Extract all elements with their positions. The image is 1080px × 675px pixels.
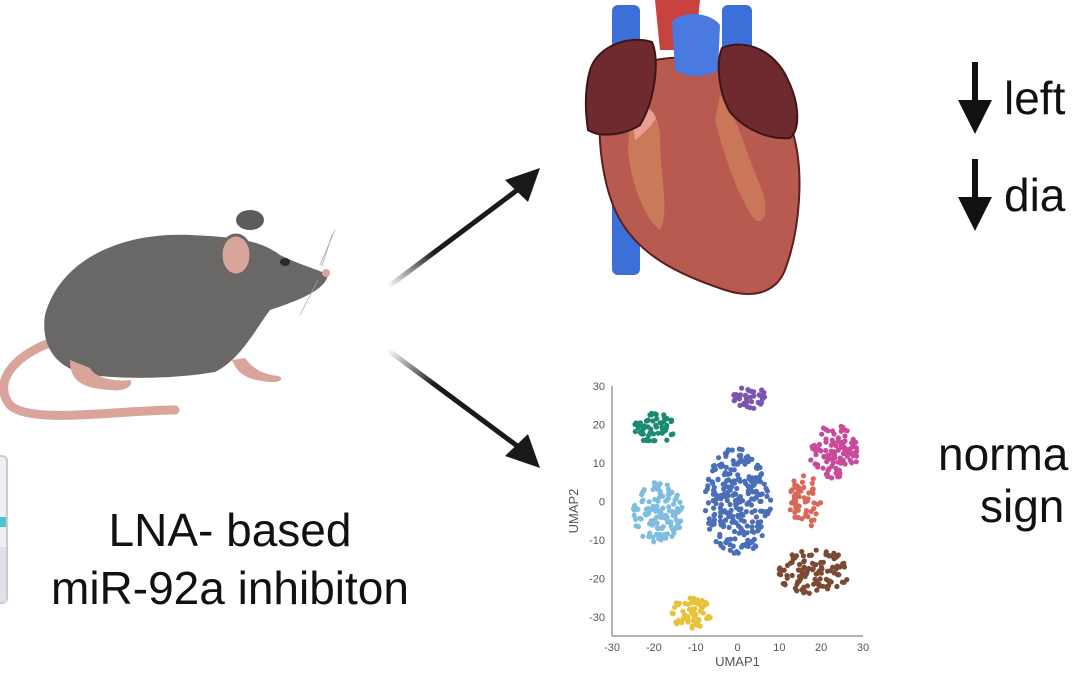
cardiac-outcomes: left dia bbox=[958, 62, 1080, 231]
x-tick-label: 30 bbox=[857, 642, 869, 654]
drug-vial bbox=[0, 455, 8, 604]
arrow-to-umap bbox=[386, 347, 540, 468]
caption-line-1: LNA- based bbox=[108, 504, 352, 556]
outcome-row-2: dia bbox=[958, 159, 1080, 231]
treatment-caption: LNA- based miR-92a inhibiton bbox=[10, 502, 450, 616]
transcriptomic-outcome: norma sign bbox=[938, 428, 1068, 532]
x-tick-label: 20 bbox=[815, 642, 827, 654]
mouse-body bbox=[44, 234, 328, 378]
cluster-lightblue bbox=[630, 480, 685, 545]
y-tick-label: 20 bbox=[593, 419, 605, 431]
mouse-hind-leg bbox=[70, 360, 132, 391]
arrow-to-heart bbox=[386, 168, 540, 289]
cluster-purple bbox=[731, 385, 768, 411]
x-tick-label: 0 bbox=[734, 642, 740, 654]
x-tick-label: 10 bbox=[773, 642, 785, 654]
x-tick-label: -20 bbox=[646, 642, 662, 654]
x-tick-label: -30 bbox=[604, 642, 620, 654]
mouse-whiskers bbox=[299, 229, 336, 316]
left-atrium bbox=[584, 38, 657, 136]
coronary-fat-right bbox=[715, 95, 766, 221]
cluster-blue bbox=[702, 446, 774, 556]
caption-line-2: miR-92a inhibiton bbox=[51, 562, 409, 614]
y-axis-label: UMAP2 bbox=[566, 489, 581, 534]
outcome-row-1: left bbox=[958, 62, 1080, 134]
y-tick-label: 30 bbox=[593, 381, 605, 393]
mouse-eye bbox=[280, 258, 290, 266]
cluster-magenta bbox=[808, 423, 860, 481]
down-arrow-icon bbox=[958, 159, 992, 231]
outcome-text-2: dia bbox=[1004, 169, 1066, 221]
pulmonary-artery bbox=[672, 14, 720, 77]
x-axis-label: UMAP1 bbox=[715, 654, 760, 669]
mouse-illustration bbox=[0, 210, 336, 420]
branch-arrows bbox=[386, 168, 540, 468]
outcome-text-1: left bbox=[1004, 72, 1066, 124]
vial-liquid bbox=[0, 547, 6, 602]
y-tick-label: -20 bbox=[589, 573, 605, 585]
mouse-tail bbox=[0, 335, 180, 420]
x-tick-label: -10 bbox=[688, 642, 704, 654]
right-atrium bbox=[717, 43, 799, 140]
cluster-teal bbox=[632, 410, 676, 444]
umap-points bbox=[630, 385, 860, 631]
cluster-brown bbox=[776, 547, 850, 596]
y-tick-label: 10 bbox=[593, 458, 605, 470]
umap-scatter-plot: -30 -20 -10 0 10 20 30 30 20 10 0 -10 -20 -30 UMAP1 UMA… bbox=[566, 381, 869, 669]
mouse-front-leg bbox=[232, 358, 282, 383]
y-tick-label: -30 bbox=[589, 612, 605, 624]
mouse-nose bbox=[322, 269, 330, 277]
y-tick-label: -10 bbox=[589, 535, 605, 547]
cluster-salmon bbox=[787, 473, 824, 529]
vial-label-band bbox=[0, 517, 6, 527]
heart-illustration bbox=[584, 0, 801, 295]
mouse-ear bbox=[219, 233, 253, 277]
y-tick-label: 0 bbox=[599, 496, 605, 508]
outcome-line-2: sign bbox=[980, 480, 1065, 532]
outcome-line-1: norma bbox=[938, 428, 1069, 480]
down-arrow-icon bbox=[958, 62, 992, 134]
mouse-ear-back bbox=[236, 210, 264, 230]
umap-axes: -30 -20 -10 0 10 20 30 30 20 10 0 -10 -20 -30 UMAP1 UMA… bbox=[566, 381, 869, 669]
cluster-yellow bbox=[669, 595, 713, 631]
